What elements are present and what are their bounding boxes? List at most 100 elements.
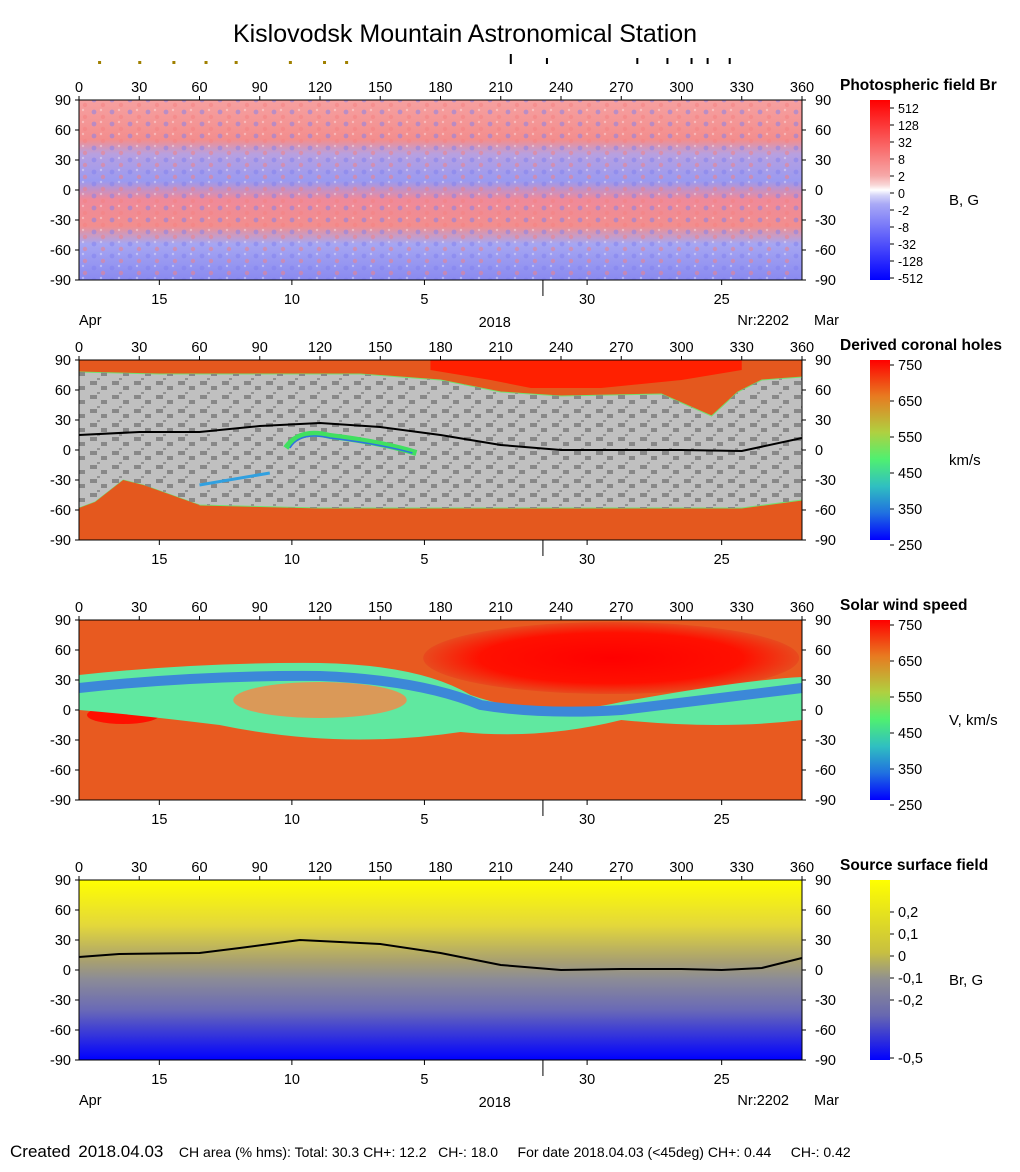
lon-tick-label: 60 [191, 860, 207, 876]
lat-tick-label-right: -90 [815, 793, 836, 809]
unit-label-solar-wind: V, km/s [949, 712, 998, 729]
lat-tick-label-right: 90 [815, 93, 831, 109]
lon-tick-label: 330 [730, 860, 754, 876]
panel-title-coronal-holes: Derived coronal holes [840, 337, 1002, 354]
lon-tick-label: 360 [790, 80, 814, 96]
lon-tick-label: 30 [131, 860, 147, 876]
panel-title-photospheric: Photospheric field Br [840, 77, 997, 94]
photo-map-texture [79, 100, 802, 280]
date-tick-label: 5 [420, 812, 428, 828]
lat-tick-label-right: 0 [815, 183, 823, 199]
lat-tick-label-right: -90 [815, 273, 836, 289]
lon-tick-label: 60 [191, 600, 207, 616]
colorbar-tick-label: 0 [898, 949, 906, 965]
lat-tick-label-left: 0 [63, 443, 71, 459]
lat-tick-label-left: 0 [63, 703, 71, 719]
lon-tick-label: 120 [308, 80, 332, 96]
top-mark-olive [345, 61, 349, 64]
unit-label-source-surface: Br, G [949, 972, 984, 989]
lat-tick-label-left: -30 [50, 213, 71, 229]
year-label: 2018 [479, 1095, 511, 1111]
lon-tick-label: 150 [368, 860, 392, 876]
wind-fast-stream-north [423, 622, 800, 694]
lon-tick-label: 90 [252, 340, 268, 356]
created-date: 2018.04.03 [78, 1142, 164, 1161]
coronal-small-hole-edge [289, 435, 413, 454]
top-mark-olive [288, 61, 292, 64]
unit-label-coronal-holes: km/s [949, 452, 981, 469]
lat-tick-label-right: -30 [815, 993, 836, 1009]
lat-tick-label-left: 90 [55, 613, 71, 629]
colorbar-tick-label: 250 [898, 798, 922, 814]
colorbar-tick-label: 650 [898, 394, 922, 410]
carrington-label: Nr:2202 [737, 1093, 789, 1109]
colorbar-tick-label: -32 [898, 238, 916, 252]
lat-tick-label-right: 90 [815, 353, 831, 369]
created-label: Created [10, 1142, 71, 1161]
lon-tick-label: 90 [252, 600, 268, 616]
colorbar-tick-label: 128 [898, 119, 919, 133]
coronal-north-hole [430, 360, 742, 388]
colorbar-tick-label: -512 [898, 272, 923, 286]
lon-tick-label: 300 [669, 600, 693, 616]
lon-tick-label: 360 [790, 340, 814, 356]
lat-tick-label-left: -30 [50, 733, 71, 749]
panel-title-solar-wind: Solar wind speed [840, 597, 968, 614]
date-tick-label: 30 [579, 552, 595, 568]
colorbar-tick-label: 450 [898, 726, 922, 742]
ch-minus-total: CH-: 18.0 [438, 1144, 499, 1160]
lat-tick-label-right: -60 [815, 1023, 836, 1039]
date-tick-label: 10 [284, 812, 300, 828]
lat-tick-label-right: 0 [815, 703, 823, 719]
lon-tick-label: 270 [609, 600, 633, 616]
lon-tick-label: 120 [308, 860, 332, 876]
neutral-line [78, 938, 803, 972]
date-tick-label: 10 [284, 552, 300, 568]
top-mark-black [706, 58, 709, 64]
colorbar-tick-label: 8 [898, 153, 905, 167]
lat-tick-label-right: -90 [815, 1053, 836, 1069]
lon-tick-label: 30 [131, 80, 147, 96]
top-mark-black [636, 58, 639, 64]
lon-tick-label: 180 [428, 600, 452, 616]
colorbar-tick-label: 650 [898, 654, 922, 670]
lon-tick-label: 360 [790, 860, 814, 876]
colorbar-tick-label: -2 [898, 204, 909, 218]
lon-tick-label: 300 [669, 340, 693, 356]
colorbar [870, 620, 890, 800]
lat-tick-label-right: -30 [815, 733, 836, 749]
coronal-small-hole [283, 430, 418, 456]
date-tick-label: 30 [579, 292, 595, 308]
lon-tick-label: 150 [368, 80, 392, 96]
month-label-left: Apr [79, 1093, 102, 1109]
lat-tick-label-right: 30 [815, 933, 831, 949]
colorbar-tick-label: 0,1 [898, 927, 918, 943]
colorbar-tick-label: -8 [898, 221, 909, 235]
top-mark-olive [172, 61, 176, 64]
colorbar-tick-label: 750 [898, 358, 922, 374]
date-tick-label: 30 [579, 1072, 595, 1088]
month-label-right: Mar [814, 313, 839, 329]
lat-tick-label-right: 0 [815, 963, 823, 979]
top-mark-black [690, 58, 693, 64]
lat-tick-label-left: 30 [55, 933, 71, 949]
lon-tick-label: 180 [428, 340, 452, 356]
panel-title-source-surface: Source surface field [840, 857, 989, 874]
coronal-small-hole-south [199, 471, 271, 487]
lat-tick-label-right: 60 [815, 123, 831, 139]
lon-tick-label: 270 [609, 80, 633, 96]
lon-tick-label: 0 [75, 80, 83, 96]
lat-tick-label-right: -60 [815, 243, 836, 259]
lat-tick-label-left: 60 [55, 643, 71, 659]
colorbar [870, 880, 890, 1060]
top-mark-olive [204, 61, 208, 64]
lat-tick-label-left: -90 [50, 793, 71, 809]
lat-tick-label-left: 0 [63, 183, 71, 199]
lat-tick-label-left: -30 [50, 473, 71, 489]
lat-tick-label-left: -90 [50, 273, 71, 289]
lon-tick-label: 120 [308, 600, 332, 616]
colorbar [870, 100, 890, 280]
